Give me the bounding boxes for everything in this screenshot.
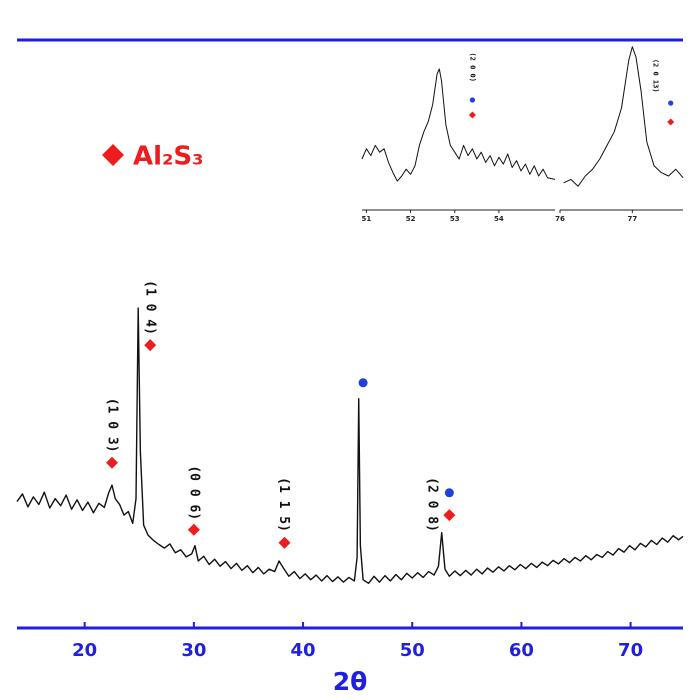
x-tick-label: 77: [627, 215, 637, 223]
circle-marker: [469, 97, 476, 103]
miller-index-label: (2 0 8): [424, 477, 439, 532]
diamond-marker: [468, 111, 476, 119]
legend-label: Al₂S₃: [133, 142, 204, 172]
miller-index-label: (2 0 0): [468, 52, 476, 82]
x-tick-label: 51: [362, 215, 372, 223]
spectrum-line: [16, 307, 684, 585]
x-axis-label: 2θ: [333, 667, 368, 696]
x-tick-label: 40: [291, 640, 316, 661]
spectrum-line: [361, 68, 556, 182]
x-tick-label: 76: [555, 215, 565, 223]
diamond-marker: [187, 523, 200, 536]
spectrum-line: [563, 46, 684, 187]
miller-index-label: (0 0 6): [186, 465, 201, 520]
x-tick-label: 60: [509, 640, 534, 661]
diamond-marker: [443, 509, 456, 522]
diamond-marker: [278, 536, 291, 549]
miller-index-label: (1 0 4): [143, 280, 158, 335]
x-tick-label: 53: [450, 215, 460, 223]
diamond-marker: [667, 118, 675, 126]
circle-marker: [444, 488, 454, 498]
x-tick-label: 52: [406, 215, 416, 223]
miller-index-label: (1 1 5): [276, 477, 291, 532]
x-tick-label: 54: [494, 215, 504, 223]
legend-marker: [102, 144, 124, 166]
x-tick-label: 70: [618, 640, 643, 661]
miller-index-label: (1 0 3): [104, 398, 119, 453]
diamond-marker: [144, 339, 157, 352]
x-tick-label: 20: [72, 640, 97, 661]
x-tick-label: 50: [400, 640, 425, 661]
circle-marker: [668, 100, 674, 106]
diamond-marker: [105, 456, 118, 469]
circle-marker: [358, 378, 368, 388]
miller-index-label: (2 0 13): [652, 59, 660, 93]
x-tick-label: 30: [181, 640, 206, 661]
